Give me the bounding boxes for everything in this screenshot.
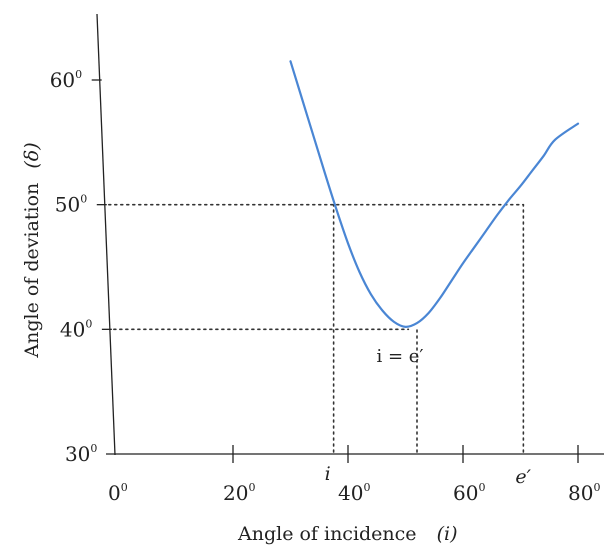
x-tick-label: 00 — [108, 481, 128, 505]
x-tick-label: 200 — [223, 481, 255, 505]
ticks: 00 200 400 600 800 300 400 500 600 — [50, 68, 601, 505]
x-axis-label: Angle of incidence (i) — [237, 523, 458, 545]
y-tick-label: 500 — [55, 193, 87, 217]
x-tick-label: 800 — [568, 481, 600, 505]
y-tick-label: 300 — [65, 442, 97, 466]
annotation-i: i — [325, 463, 331, 485]
y-axis-label-symbol: (δ) — [21, 142, 43, 168]
y-axis-line — [96, 13, 116, 456]
annotation-e-prime: e′ — [515, 466, 531, 488]
reference-lines — [107, 203, 525, 453]
annotation-i-equals-e: i = e′ — [377, 346, 424, 367]
y-axis-label: Angle of deviation (δ) — [21, 142, 43, 358]
axes — [96, 13, 604, 456]
annotations: i i = e′ e′ — [325, 346, 532, 488]
y-axis-label-text: Angle of deviation — [21, 183, 43, 359]
series — [289, 60, 580, 328]
x-axis-label-symbol: (i) — [437, 523, 458, 545]
x-tick-label: 600 — [453, 481, 485, 505]
deviation-curve — [289, 60, 580, 328]
x-tick-label: 400 — [338, 481, 370, 505]
y-tick-label: 600 — [50, 68, 82, 92]
x-axis-label-text: Angle of incidence — [237, 523, 417, 545]
y-tick-label: 400 — [60, 317, 92, 341]
